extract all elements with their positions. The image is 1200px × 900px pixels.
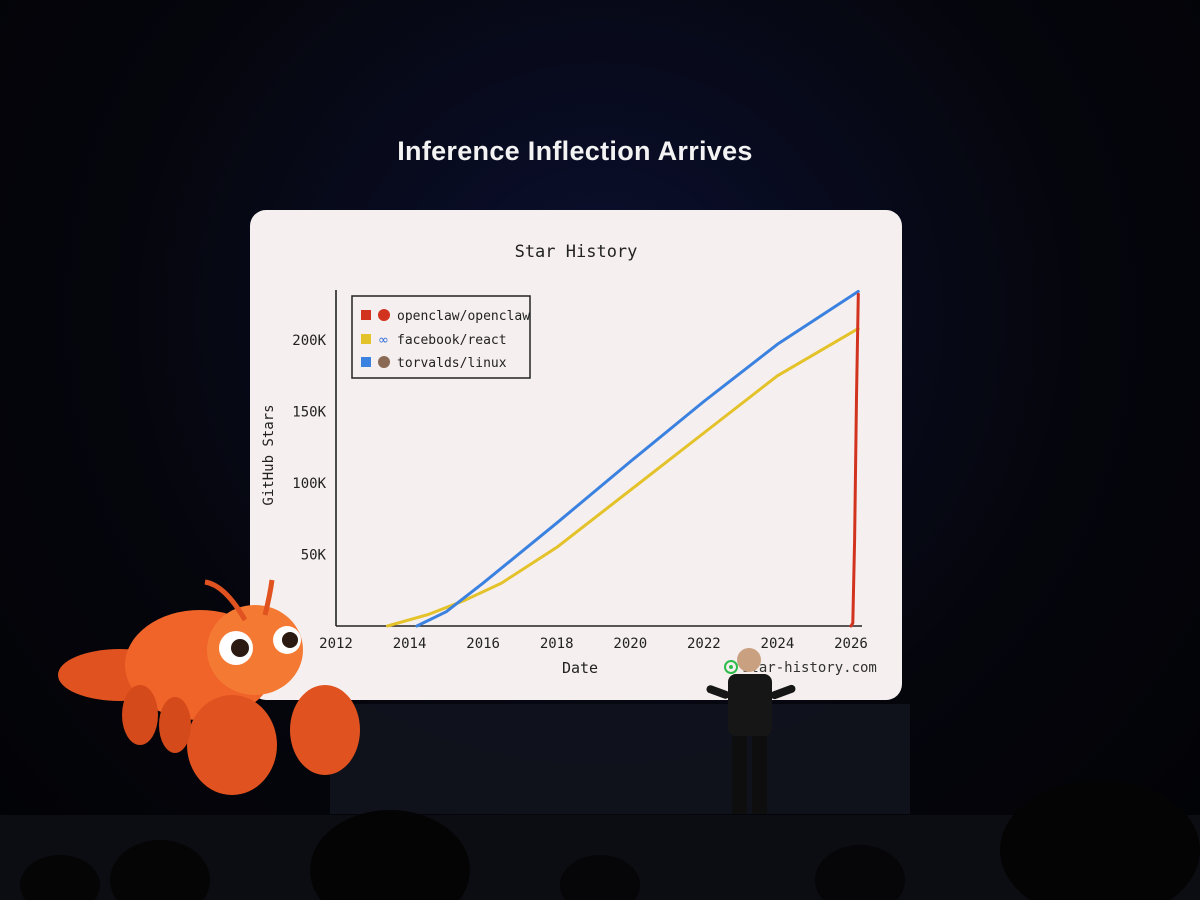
plot-area: 2012 2014 2016 2018 2020 2022 2024 2026 50K 100K 1… [292,289,868,652]
x-tick-label: 2014 [393,636,427,652]
audience [20,780,1200,900]
legend-box [351,295,531,379]
chart-panel [250,210,902,700]
openclaw-avatar-icon [378,309,390,321]
y-axis-label: GitHub Stars [261,404,277,505]
series-line-torvalds-linux [415,289,860,628]
x-tick-label: 2026 [834,636,868,652]
presenter [706,648,796,814]
x-tick-label: 2012 [319,636,353,652]
star-history-logo-icon [724,660,738,674]
series-line-openclaw-openclaw [849,292,860,628]
legend-label-react: facebook/react [397,333,507,348]
x-axis-label: Date [562,659,598,677]
watermark: star-history.com [742,660,877,676]
legend-swatch-react [361,334,371,344]
screen-reflection [330,704,910,814]
x-tick-label: 2022 [687,636,721,652]
x-tick-label: 2018 [540,636,574,652]
chart-title: Star History [515,242,638,262]
meta-infinity-icon: ∞ [378,333,389,348]
y-tick-label: 200K [292,333,326,349]
y-tick-label: 100K [292,476,326,492]
legend: openclaw/openclaw ∞ facebook/react torva… [351,295,531,379]
x-tick-label: 2020 [613,636,647,652]
legend-label-linux: torvalds/linux [397,356,507,371]
legend-label-openclaw: openclaw/openclaw [397,309,530,324]
legend-swatch-linux [361,357,371,367]
linux-avatar-icon [378,356,390,368]
legend-swatch-openclaw [361,310,371,320]
x-tick-label: 2024 [761,636,795,652]
y-tick-label: 150K [292,405,326,421]
series-line-facebook-react [386,327,860,628]
lobster-mascot [58,579,360,795]
slide-title: Inference Inflection Arrives [397,136,753,166]
y-tick-label: 50K [301,548,327,564]
x-tick-label: 2016 [466,636,500,652]
